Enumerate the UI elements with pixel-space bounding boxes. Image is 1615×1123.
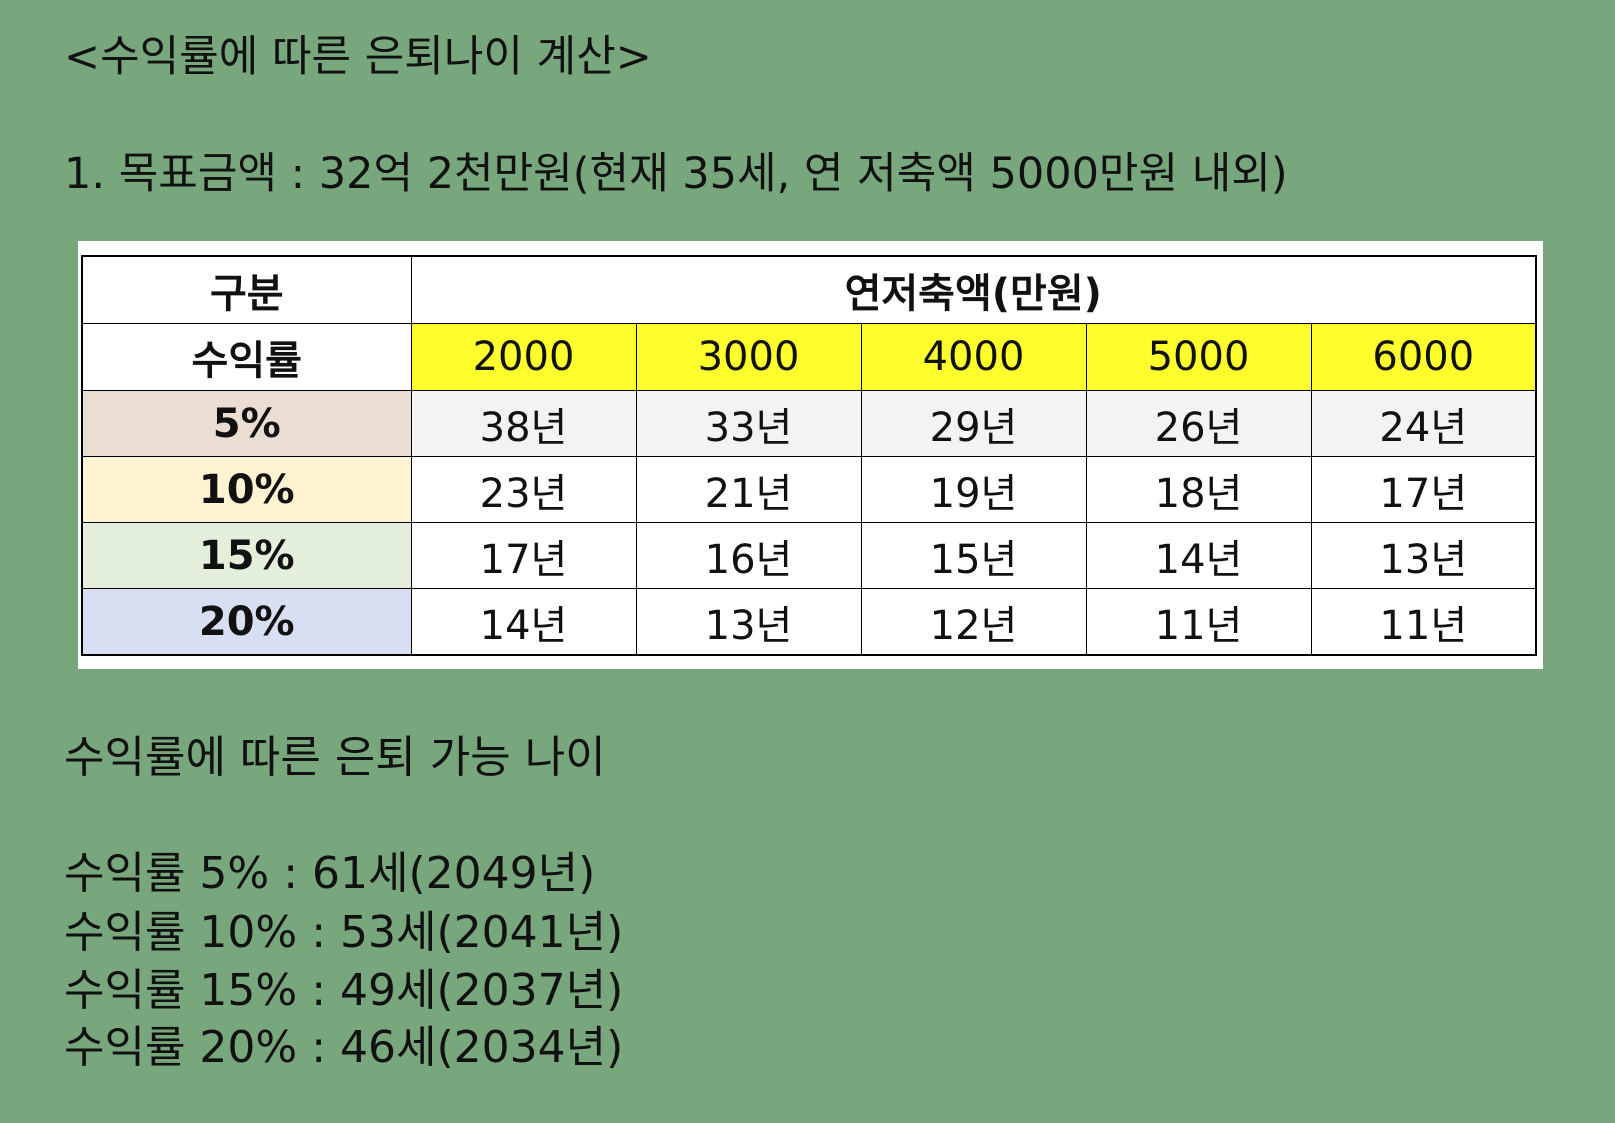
amount-header-cell: 3000: [635, 323, 862, 391]
years-cell: 23년: [410, 456, 637, 523]
years-cell: 14년: [410, 588, 637, 656]
rate-cell: 5%: [81, 390, 412, 457]
years-cell: 15년: [860, 522, 1087, 589]
years-cell: 17년: [1310, 456, 1537, 523]
corner-header-category: 구분: [81, 255, 412, 324]
years-cell: 33년: [635, 390, 862, 457]
table-row: 20% 14년 13년 12년 11년 11년: [81, 588, 1537, 656]
result-line: 수익률 5% : 61세(2049년): [64, 848, 596, 899]
years-cell: 14년: [1085, 522, 1312, 589]
amount-header-cell: 6000: [1310, 323, 1537, 391]
years-cell: 21년: [635, 456, 862, 523]
years-cell: 24년: [1310, 390, 1537, 457]
table-row: 15% 17년 16년 15년 14년 13년: [81, 522, 1537, 589]
years-cell: 17년: [410, 522, 637, 589]
result-line: 수익률 15% : 49세(2037년): [64, 965, 624, 1016]
goal-amount-text: 1. 목표금액 : 32억 2천만원(현재 35세, 연 저축액 5000만원 …: [64, 149, 1288, 199]
years-cell: 13년: [635, 588, 862, 656]
amount-header-cell: 5000: [1085, 323, 1312, 391]
table-row: 5% 38년 33년 29년 26년 24년: [81, 390, 1537, 457]
savings-header: 연저축액(만원): [410, 255, 1537, 324]
corner-header-rate: 수익률: [81, 323, 412, 391]
table-amount-row: 수익률 2000 3000 4000 5000 6000: [81, 323, 1537, 391]
table-row: 10% 23년 21년 19년 18년 17년: [81, 456, 1537, 523]
rate-cell: 20%: [81, 588, 412, 656]
amount-header-cell: 2000: [410, 323, 637, 391]
years-cell: 29년: [860, 390, 1087, 457]
years-cell: 38년: [410, 390, 637, 457]
years-cell: 26년: [1085, 390, 1312, 457]
page-title: <수익률에 따른 은퇴나이 계산>: [64, 32, 652, 82]
years-cell: 13년: [1310, 522, 1537, 589]
result-line: 수익률 20% : 46세(2034년): [64, 1022, 624, 1073]
rate-cell: 15%: [81, 522, 412, 589]
amount-header-cell: 4000: [860, 323, 1087, 391]
retirement-table: 구분 연저축액(만원) 수익률 2000 3000 4000 5000 6000…: [81, 255, 1538, 656]
years-cell: 11년: [1310, 588, 1537, 656]
result-line: 수익률 10% : 53세(2041년): [64, 907, 624, 958]
retirement-table-container: 구분 연저축액(만원) 수익률 2000 3000 4000 5000 6000…: [78, 241, 1543, 669]
rate-cell: 10%: [81, 456, 412, 523]
section-subtitle: 수익률에 따른 은퇴 가능 나이: [64, 732, 606, 783]
years-cell: 16년: [635, 522, 862, 589]
table-header-row: 구분 연저축액(만원): [81, 255, 1537, 324]
years-cell: 12년: [860, 588, 1087, 656]
years-cell: 18년: [1085, 456, 1312, 523]
years-cell: 11년: [1085, 588, 1312, 656]
years-cell: 19년: [860, 456, 1087, 523]
